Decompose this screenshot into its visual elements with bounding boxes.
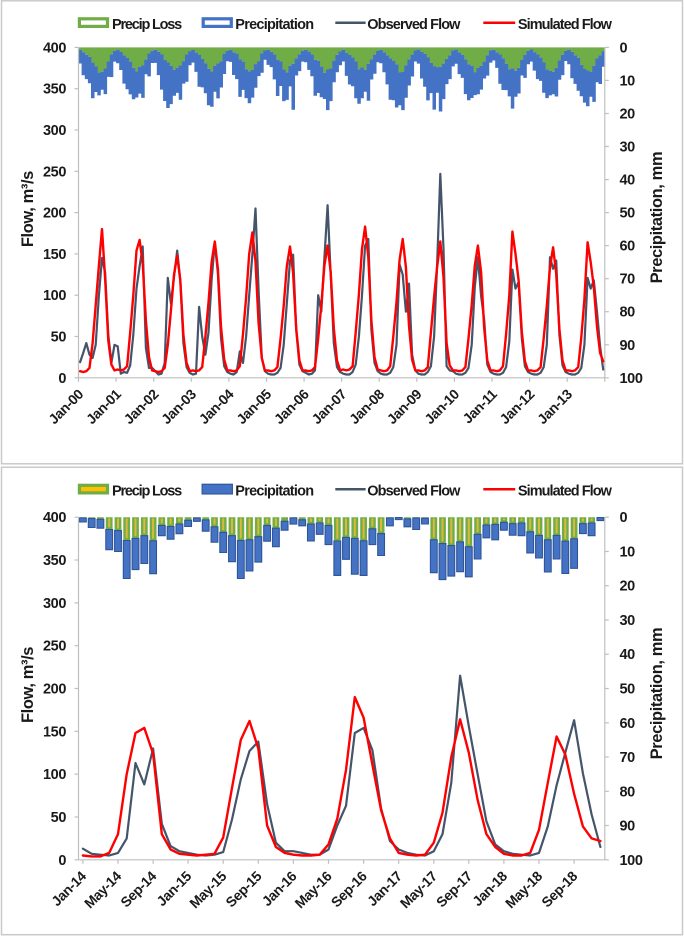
svg-text:70: 70 (620, 272, 636, 288)
svg-text:20: 20 (620, 107, 636, 123)
svg-text:200: 200 (43, 206, 66, 222)
svg-text:Jan-11: Jan-11 (459, 386, 500, 427)
svg-text:10: 10 (620, 545, 636, 561)
svg-text:Precipitation: Precipitation (235, 17, 313, 33)
svg-text:150: 150 (43, 724, 66, 740)
svg-text:60: 60 (620, 239, 636, 255)
svg-text:100: 100 (43, 767, 66, 783)
svg-text:400: 400 (43, 40, 66, 56)
svg-text:30: 30 (620, 140, 636, 156)
svg-text:100: 100 (620, 371, 643, 387)
svg-text:Precipitation, mm: Precipitation, mm (648, 152, 666, 284)
svg-text:Jan-09: Jan-09 (384, 386, 425, 427)
svg-text:Jan-03: Jan-03 (158, 386, 199, 427)
svg-text:300: 300 (43, 123, 66, 139)
svg-text:Simulated Flow: Simulated Flow (518, 17, 613, 33)
svg-text:Flow, m³/s: Flow, m³/s (19, 171, 37, 247)
svg-text:70: 70 (620, 750, 636, 766)
svg-text:Precipitation: Precipitation (235, 484, 313, 500)
svg-text:May-16: May-16 (291, 868, 335, 912)
svg-text:Precipitation, mm: Precipitation, mm (648, 628, 666, 760)
svg-text:50: 50 (51, 330, 67, 346)
svg-text:May-17: May-17 (397, 868, 441, 912)
svg-text:40: 40 (620, 647, 636, 663)
svg-text:Jan-05: Jan-05 (233, 386, 274, 427)
svg-text:80: 80 (620, 305, 636, 321)
svg-text:350: 350 (43, 82, 66, 98)
svg-text:May-15: May-15 (186, 868, 230, 912)
svg-text:20: 20 (620, 579, 636, 595)
svg-text:Jan-12: Jan-12 (496, 386, 537, 427)
svg-text:250: 250 (43, 639, 66, 655)
svg-text:0: 0 (620, 510, 628, 526)
svg-text:250: 250 (43, 164, 66, 180)
svg-text:Jan-08: Jan-08 (346, 386, 387, 427)
svg-text:Sep-14: Sep-14 (117, 868, 160, 911)
svg-text:50: 50 (620, 682, 636, 698)
svg-text:Jan-07: Jan-07 (308, 386, 349, 427)
svg-text:Jan-01: Jan-01 (83, 386, 124, 427)
svg-text:0: 0 (620, 40, 628, 56)
svg-text:60: 60 (620, 716, 636, 732)
svg-text:Precip Loss: Precip Loss (112, 484, 182, 500)
svg-text:350: 350 (43, 553, 66, 569)
svg-text:Sep-18: Sep-18 (538, 868, 581, 911)
svg-text:90: 90 (620, 819, 636, 835)
svg-text:Observed Flow: Observed Flow (367, 17, 461, 33)
svg-text:100: 100 (43, 288, 66, 304)
svg-text:50: 50 (51, 810, 67, 826)
svg-text:Jan-10: Jan-10 (421, 386, 462, 427)
svg-text:10: 10 (620, 73, 636, 89)
svg-text:150: 150 (43, 247, 66, 263)
svg-text:30: 30 (620, 613, 636, 629)
svg-text:Sep-16: Sep-16 (328, 868, 371, 911)
svg-text:Jan-13: Jan-13 (534, 386, 575, 427)
svg-text:0: 0 (58, 853, 66, 869)
svg-text:Sep-15: Sep-15 (222, 868, 265, 911)
svg-text:400: 400 (43, 510, 66, 526)
svg-text:Jan-00: Jan-00 (45, 386, 86, 427)
svg-text:Jan-04: Jan-04 (196, 386, 237, 427)
svg-text:May-14: May-14 (81, 868, 125, 912)
svg-text:May-18: May-18 (502, 868, 546, 912)
svg-text:Observed Flow: Observed Flow (367, 484, 461, 500)
svg-text:Simulated Flow: Simulated Flow (518, 484, 613, 500)
svg-text:0: 0 (58, 371, 66, 387)
svg-text:40: 40 (620, 173, 636, 189)
svg-text:90: 90 (620, 338, 636, 354)
svg-text:Jan-02: Jan-02 (120, 386, 161, 427)
svg-text:50: 50 (620, 206, 636, 222)
svg-text:200: 200 (43, 682, 66, 698)
svg-text:Precip Loss: Precip Loss (112, 17, 182, 33)
svg-text:Flow, m³/s: Flow, m³/s (19, 647, 37, 723)
svg-text:300: 300 (43, 596, 66, 612)
svg-text:Sep-17: Sep-17 (433, 868, 476, 911)
svg-text:100: 100 (620, 853, 643, 869)
svg-text:Jan-06: Jan-06 (271, 386, 312, 427)
svg-text:80: 80 (620, 784, 636, 800)
